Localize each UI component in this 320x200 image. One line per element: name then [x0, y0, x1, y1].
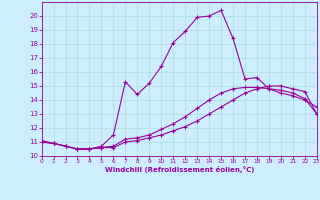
X-axis label: Windchill (Refroidissement éolien,°C): Windchill (Refroidissement éolien,°C) — [105, 166, 254, 173]
